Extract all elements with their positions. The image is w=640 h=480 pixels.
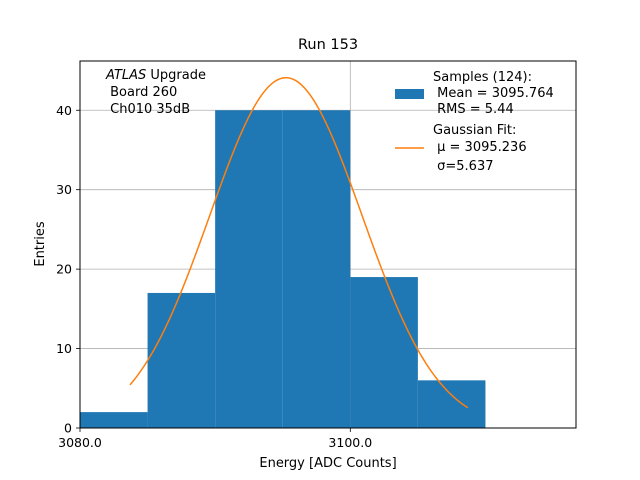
annotation-atlas: ATLAS <box>105 68 146 83</box>
x-tick-label-0: 3080.0 <box>58 435 102 450</box>
experiment-annotation: ATLAS Upgrade Board 260 Ch010 35dB <box>105 68 206 117</box>
legend: Samples (124): Mean = 3095.764 RMS = 5.4… <box>395 70 554 174</box>
x-axis-ticks: 3080.0 3100.0 <box>58 428 372 450</box>
histogram-bars <box>80 110 486 428</box>
gaussian-fit-curve <box>129 76 469 409</box>
annotation-upgrade: Upgrade <box>146 68 206 83</box>
legend-samples-mean: Mean = 3095.764 <box>433 86 554 101</box>
annotation-board: Board 260 <box>106 85 177 100</box>
y-tick-label-4: 40 <box>56 103 72 118</box>
legend-fit-title: Gaussian Fit: <box>433 123 516 138</box>
histogram-bar-2 <box>215 110 283 428</box>
legend-samples-swatch <box>395 89 424 99</box>
chart-title: Run 153 <box>298 37 358 53</box>
legend-samples-rms: RMS = 5.44 <box>433 102 514 117</box>
y-tick-label-3: 30 <box>56 182 72 197</box>
histogram-bar-4 <box>350 277 418 428</box>
y-tick-label-0: 0 <box>64 421 72 436</box>
y-axis-ticks: 0 10 20 30 40 <box>56 103 80 436</box>
annotation-channel: Ch010 35dB <box>106 102 190 117</box>
histogram-bar-3 <box>282 110 351 428</box>
y-axis-label: Entries <box>33 221 48 267</box>
legend-samples-title: Samples (124): <box>433 70 532 85</box>
y-tick-label-1: 10 <box>56 341 72 356</box>
x-tick-label-1: 3100.0 <box>328 435 372 450</box>
legend-fit-mu: μ = 3095.236 <box>433 140 527 155</box>
legend-fit-sigma: σ=5.637 <box>433 159 493 174</box>
y-tick-label-2: 20 <box>56 262 72 277</box>
histogram-bar-5 <box>417 380 486 428</box>
histogram-bar-0 <box>80 412 148 428</box>
annotation-line-1: ATLAS Upgrade <box>105 68 206 83</box>
histogram-bar-1 <box>147 292 216 428</box>
gaussian-fit <box>129 76 469 409</box>
plot-frame <box>79 60 577 429</box>
x-axis-label: Energy [ADC Counts] <box>259 456 396 471</box>
